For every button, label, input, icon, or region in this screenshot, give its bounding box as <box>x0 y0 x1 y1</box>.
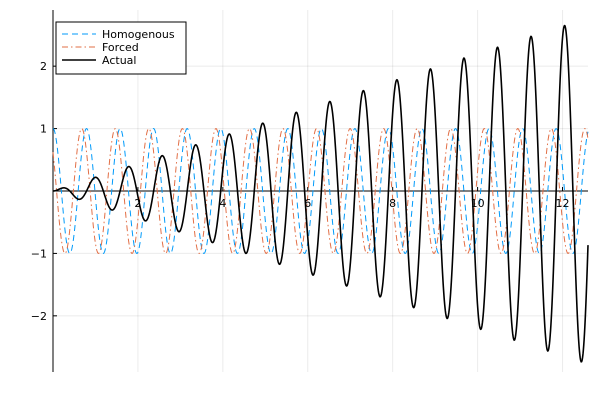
series-line-homogenous <box>52 128 589 254</box>
series-line-actual <box>52 24 589 363</box>
legend-label-actual: Actual <box>102 54 136 67</box>
series-line-forced <box>52 128 589 254</box>
x-tick-label-4: 4 <box>219 197 226 210</box>
y-tick-label--1: −1 <box>31 247 47 260</box>
legend-label-forced: Forced <box>102 41 139 54</box>
x-tick-label-8: 8 <box>389 197 396 210</box>
y-tick-label--2: −2 <box>31 310 47 323</box>
series-group <box>52 24 589 363</box>
tick-labels: 2 4 6 8 10 12−2−112 <box>31 60 570 323</box>
legend-label-homogenous: Homogenous <box>102 28 175 41</box>
x-tick-label-6: 6 <box>304 197 311 210</box>
x-tick-label-2: 2 <box>134 197 141 210</box>
y-tick-label-1: 1 <box>40 123 47 136</box>
x-tick-label-10: 10 <box>471 197 485 210</box>
legend-box <box>55 21 187 75</box>
x-tick-label-12: 12 <box>556 197 570 210</box>
y-tick-label-2: 2 <box>40 60 47 73</box>
